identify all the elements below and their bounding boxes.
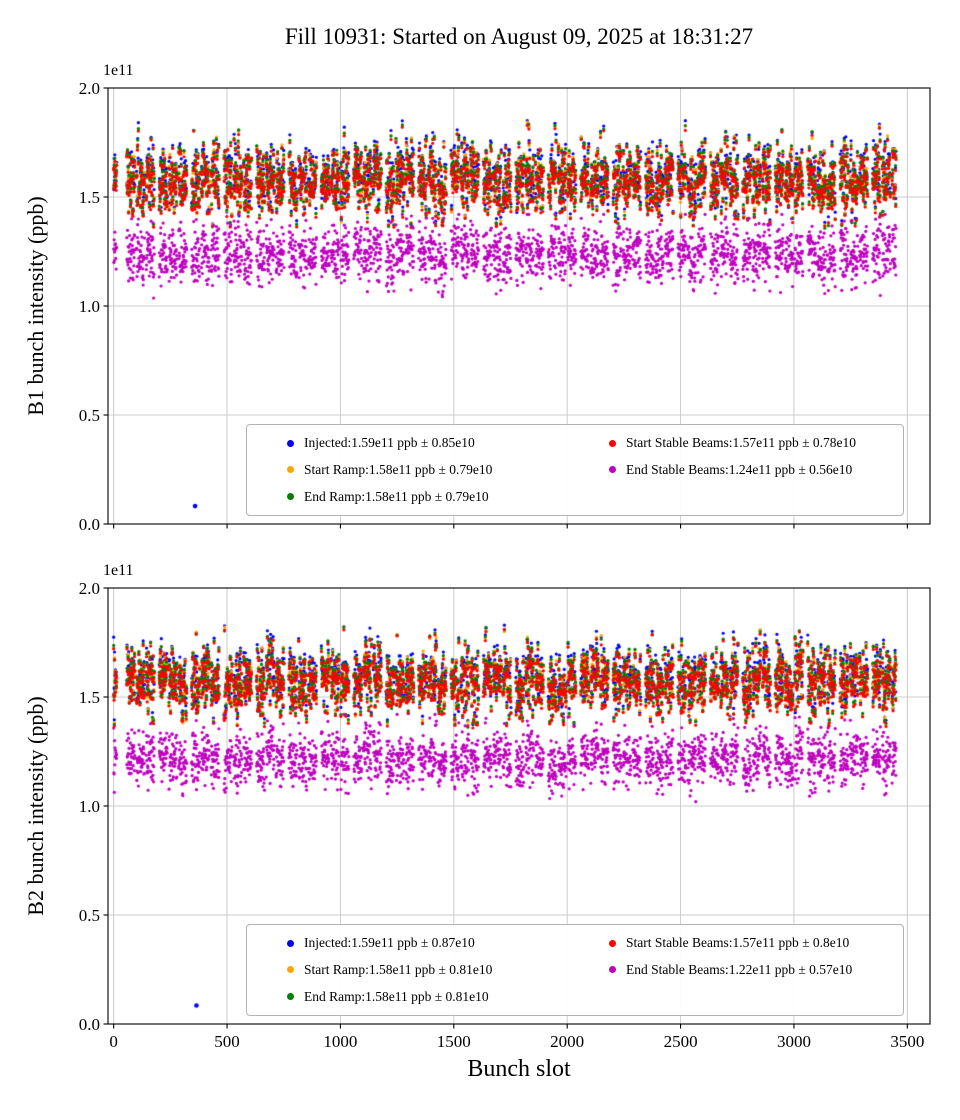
x-tick-label: 3000 bbox=[777, 1032, 811, 1051]
legend-entry-end-stable-beams: End Stable Beams:1.22e11 ppb ± 0.57e10 bbox=[609, 957, 903, 984]
legend-entry-injected: Injected:1.59e11 ppb ± 0.87e10 bbox=[287, 930, 609, 957]
y-tick-label: 0.0 bbox=[79, 515, 100, 534]
legend-marker-end-stable-beams bbox=[609, 466, 616, 474]
y-tick-label: 0.5 bbox=[79, 906, 100, 925]
legend-marker-end-ramp bbox=[287, 993, 294, 1001]
legend-marker-start-stable-beams bbox=[609, 439, 616, 447]
legend-marker-start-ramp bbox=[287, 466, 294, 474]
legend-label: Start Ramp:1.58e11 ppb ± 0.79e10 bbox=[304, 461, 493, 477]
legend-marker-start-ramp bbox=[287, 966, 294, 974]
b2-y-offset-label: 1e11 bbox=[103, 562, 134, 579]
x-tick-label: 1000 bbox=[323, 1032, 357, 1051]
legend-entry-end-ramp: End Ramp:1.58e11 ppb ± 0.79e10 bbox=[287, 483, 609, 510]
y-tick-label: 0.5 bbox=[79, 406, 100, 425]
x-tick-label: 3500 bbox=[890, 1032, 924, 1051]
legend-entry-end-ramp: End Ramp:1.58e11 ppb ± 0.81e10 bbox=[287, 983, 609, 1010]
legend-entry-start-ramp: Start Ramp:1.58e11 ppb ± 0.81e10 bbox=[287, 957, 609, 984]
ticks-b1: 0.0 0.5 1.0 1.5 2.0 bbox=[79, 79, 908, 534]
x-tick-label: 1500 bbox=[437, 1032, 471, 1051]
legend-entry-start-stable-beams: Start Stable Beams:1.57e11 ppb ± 0.8e10 bbox=[609, 930, 903, 957]
legend-label: End Stable Beams:1.24e11 ppb ± 0.56e10 bbox=[626, 461, 853, 477]
x-tick-label: 0 bbox=[109, 1032, 118, 1051]
legend-marker-injected bbox=[287, 939, 294, 947]
legend-entry-injected: Injected:1.59e11 ppb ± 0.85e10 bbox=[287, 430, 609, 457]
legend-label: Injected:1.59e11 ppb ± 0.87e10 bbox=[304, 935, 475, 951]
legend-entry-end-stable-beams: End Stable Beams:1.24e11 ppb ± 0.56e10 bbox=[609, 457, 903, 484]
x-tick-label: 2500 bbox=[664, 1032, 698, 1051]
x-tick-label: 500 bbox=[214, 1032, 240, 1051]
legend-label: Start Ramp:1.58e11 ppb ± 0.81e10 bbox=[304, 961, 493, 977]
legend-marker-end-stable-beams bbox=[609, 966, 616, 974]
legend-marker-injected bbox=[287, 439, 294, 447]
legend-label: Injected:1.59e11 ppb ± 0.85e10 bbox=[304, 435, 475, 451]
b1-legend: Injected:1.59e11 ppb ± 0.85e10 Start Ramp… bbox=[246, 424, 904, 516]
y-tick-label: 2.0 bbox=[79, 79, 100, 98]
ticks-b2: 0 500 1000 1500 2000 2500 3000 3500 0.0 0.5 1.0 1.5… bbox=[79, 579, 925, 1051]
y-tick-label: 2.0 bbox=[79, 579, 100, 598]
legend-marker-end-ramp bbox=[287, 493, 294, 501]
legend-marker-start-stable-beams bbox=[609, 939, 616, 947]
figure-title: Fill 10931: Started on August 09, 2025 a… bbox=[284, 24, 754, 49]
y-tick-label: 1.0 bbox=[79, 297, 100, 316]
legend-label: End Ramp:1.58e11 ppb ± 0.79e10 bbox=[304, 488, 489, 504]
x-axis-label: Bunch slot bbox=[467, 1056, 571, 1082]
x-tick-label: 2000 bbox=[550, 1032, 584, 1051]
y-tick-label: 1.5 bbox=[79, 188, 100, 207]
legend-label: Start Stable Beams:1.57e11 ppb ± 0.78e10 bbox=[626, 435, 857, 451]
legend-label: End Ramp:1.58e11 ppb ± 0.81e10 bbox=[304, 988, 489, 1004]
y-tick-label: 0.0 bbox=[79, 1015, 100, 1034]
legend-entry-start-ramp: Start Ramp:1.58e11 ppb ± 0.79e10 bbox=[287, 457, 609, 484]
legend-label: End Stable Beams:1.22e11 ppb ± 0.57e10 bbox=[626, 961, 853, 977]
b1-y-offset-label: 1e11 bbox=[103, 62, 134, 79]
y-tick-label: 1.0 bbox=[79, 797, 100, 816]
legend-label: Start Stable Beams:1.57e11 ppb ± 0.8e10 bbox=[626, 935, 850, 951]
y-tick-label: 1.5 bbox=[79, 688, 100, 707]
legend-entry-start-stable-beams: Start Stable Beams:1.57e11 ppb ± 0.78e10 bbox=[609, 430, 903, 457]
b2-legend: Injected:1.59e11 ppb ± 0.87e10 Start Ramp… bbox=[246, 924, 904, 1016]
